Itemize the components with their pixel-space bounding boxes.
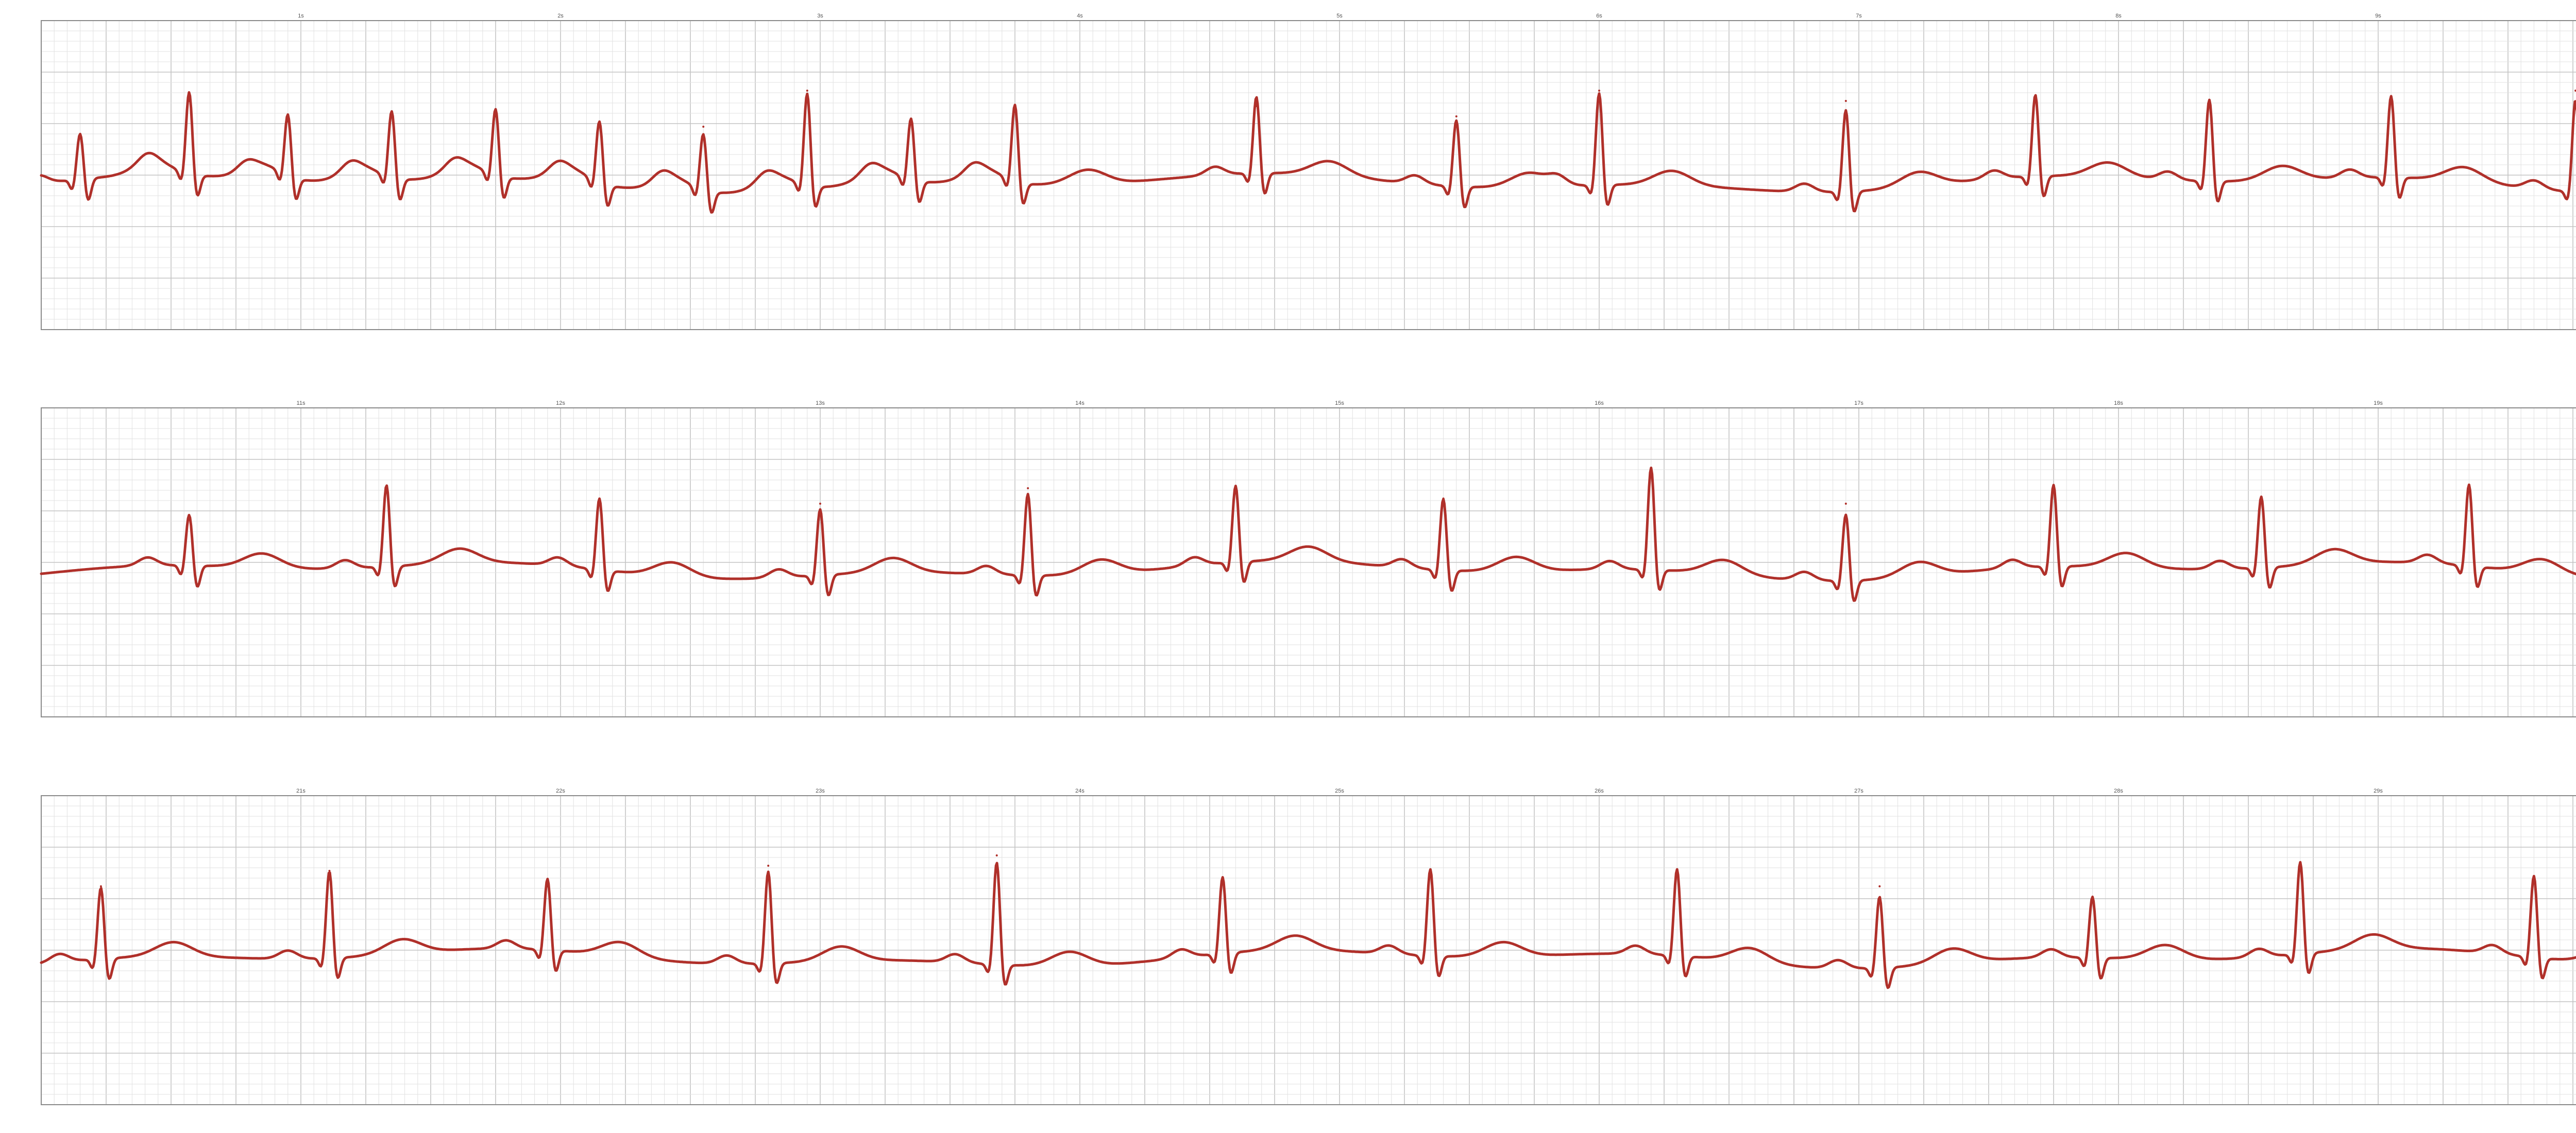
r-peak-point [2053, 487, 2055, 489]
r-peak-point [1455, 115, 1458, 117]
x-tick-label: 12s [556, 400, 565, 406]
r-peak-point [188, 100, 191, 102]
x-tick-label: 21s [296, 788, 306, 794]
r-peak-point [188, 518, 191, 520]
x-tick-label: 19s [2374, 400, 2383, 406]
r-peak-point [806, 90, 808, 92]
ecg-trace-line [40, 467, 2576, 602]
ecg-trace-line [40, 861, 2576, 989]
r-peak-point [286, 121, 289, 123]
r-peak-point [1222, 880, 1224, 882]
x-tick-label: 4s [1077, 13, 1083, 19]
r-peak-point [598, 121, 601, 123]
r-peak-point [995, 854, 998, 856]
ecg-strip-2: 11s 12s 13s 14s 15s 16s 17s 18s 19s [40, 400, 2576, 717]
r-peak-point [819, 503, 821, 505]
x-tick-label: 27s [1854, 788, 1863, 794]
x-tick-label: 8s [2115, 13, 2122, 19]
r-peak-point [2390, 100, 2393, 102]
r-peak-point [391, 115, 393, 117]
r-peak-point [1676, 870, 1679, 872]
r-peak-point [2299, 865, 2301, 867]
r-peak-point [1650, 467, 1652, 469]
x-tick-label: 13s [816, 400, 825, 406]
x-tick-label: 15s [1335, 400, 1344, 406]
strip-grid [41, 20, 2576, 330]
r-peak-point [598, 497, 601, 500]
r-peak-point [1844, 100, 1847, 102]
ecg-trace-line [40, 91, 2576, 214]
r-peak-point [79, 136, 81, 138]
r-peak-point [910, 121, 912, 123]
ecg-strip-3: 21s 22s 23s 24s 25s 26s 27s 28s 29s [40, 788, 2576, 1105]
x-tick-label: 11s [297, 400, 306, 406]
r-peak-point [1878, 885, 1881, 887]
x-tick-label: 23s [816, 788, 825, 794]
r-peak-point [1014, 105, 1016, 107]
x-tick-label: 24s [1075, 788, 1084, 794]
x-tick-label: 2s [557, 13, 564, 19]
r-peak-point [1598, 90, 1600, 92]
x-tick-label: 14s [1075, 400, 1084, 406]
r-peak-point [385, 487, 388, 489]
x-tick-label: 1s [298, 13, 304, 19]
x-tick-label: 25s [1335, 788, 1344, 794]
r-peak-point [2208, 100, 2211, 102]
x-tick-label: 17s [1854, 400, 1863, 406]
r-peak-point [1429, 870, 1432, 872]
x-tick-label: 22s [556, 788, 565, 794]
r-peak-point [767, 865, 770, 867]
r-peak-point [1255, 105, 1258, 107]
x-tick-label: 7s [1856, 13, 1862, 19]
r-peak-point [1027, 487, 1029, 489]
r-peak-point [546, 885, 549, 887]
x-tick-label: 28s [2114, 788, 2123, 794]
r-peak-point [99, 885, 102, 887]
ecg-strip-1: 1s 2s 3s 4s 5s 6s 7s 8s 9s [40, 13, 2576, 330]
x-tick-label: 5s [1336, 13, 1343, 19]
x-tick-label: 6s [1596, 13, 1602, 19]
r-peak-point [2533, 875, 2535, 877]
strip-frame [41, 407, 2576, 717]
r-peak-point [328, 870, 331, 872]
r-peak-point [1442, 497, 1445, 500]
strip-frame [41, 795, 2576, 1105]
r-peak-point [2260, 497, 2263, 500]
r-peak-point [2034, 100, 2037, 102]
r-peak-point [2574, 90, 2576, 92]
r-peak-point [702, 126, 705, 128]
r-peak-point [2468, 487, 2470, 489]
x-tick-label: 9s [2375, 13, 2381, 19]
x-tick-label: 16s [1595, 400, 1604, 406]
x-tick-label: 3s [817, 13, 823, 19]
x-tick-label: 18s [2114, 400, 2123, 406]
x-tick-label: 26s [1595, 788, 1604, 794]
x-tick-label: 29s [2374, 788, 2383, 794]
r-peak-point [1234, 492, 1237, 494]
r-peak-point [1844, 503, 1847, 505]
r-peak-point [495, 115, 497, 117]
r-peak-point [2091, 896, 2094, 898]
